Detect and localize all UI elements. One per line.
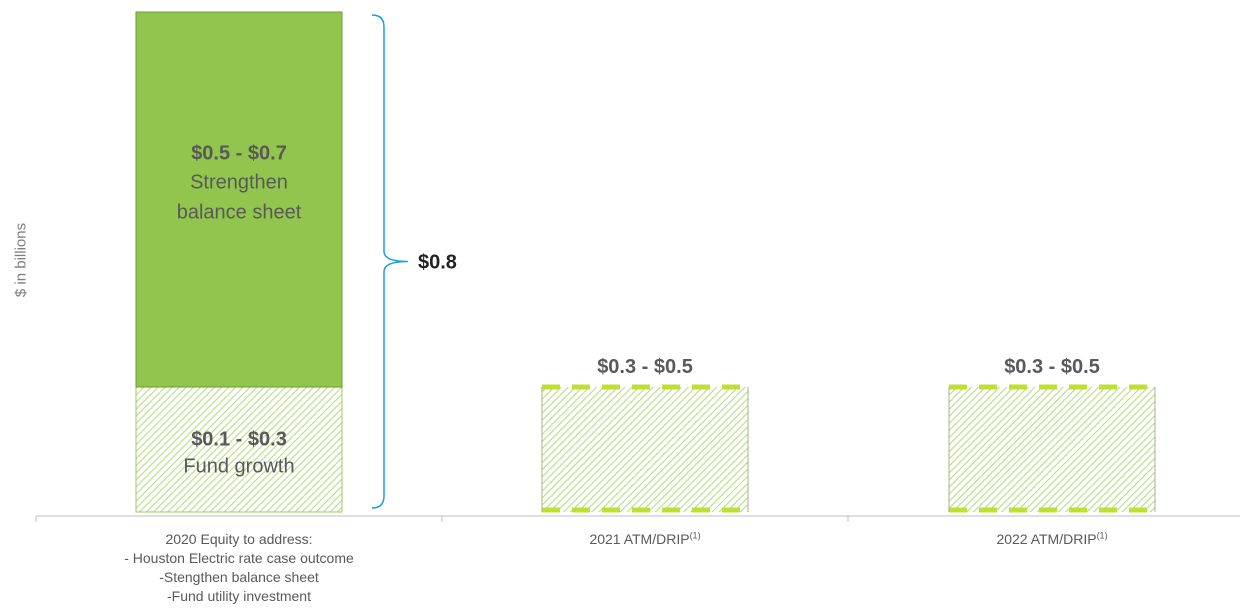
x-tick-label: 2020 Equity to address: - Houston Electri…	[124, 530, 354, 606]
bar-range-label: $0.3 - $0.5	[597, 356, 693, 378]
bar-desc-label: Strengthen	[190, 172, 288, 194]
total-bracket	[371, 14, 409, 509]
x-tick-label: 2021 ATM/DRIP(1)	[589, 530, 700, 549]
bar-desc-label: balance sheet	[177, 202, 302, 224]
bar-desc-label: Fund growth	[183, 456, 294, 478]
x-tick-label-main: 2020 Equity to address:	[165, 531, 313, 547]
total-bracket-label: $0.8	[418, 252, 457, 274]
bar-range-label: $0.1 - $0.3	[191, 429, 287, 451]
bar-segment-hatched	[949, 387, 1155, 512]
y-axis-label: $ in billions	[12, 222, 30, 298]
x-tick-label-line: - Houston Electric rate case outcome	[124, 550, 354, 566]
x-tick-label-main: 2022 ATM/DRIP(1)	[996, 530, 1108, 547]
bar-segment-hatched	[135, 386, 343, 513]
bar-range-label: $0.3 - $0.5	[1004, 356, 1100, 378]
x-tick-label-main: 2021 ATM/DRIP(1)	[589, 530, 701, 547]
footnote-marker: (1)	[1096, 530, 1108, 541]
x-tick-label-line: -Stengthen balance sheet	[159, 569, 319, 585]
bar-segment-strengthen	[135, 11, 343, 388]
x-tick-label-line: -Fund utility investment	[167, 588, 311, 604]
bar-segment-hatched	[542, 387, 748, 512]
footnote-marker: (1)	[689, 530, 701, 541]
x-tick-label: 2022 ATM/DRIP(1)	[996, 530, 1107, 549]
bar-range-label: $0.5 - $0.7	[191, 143, 287, 165]
